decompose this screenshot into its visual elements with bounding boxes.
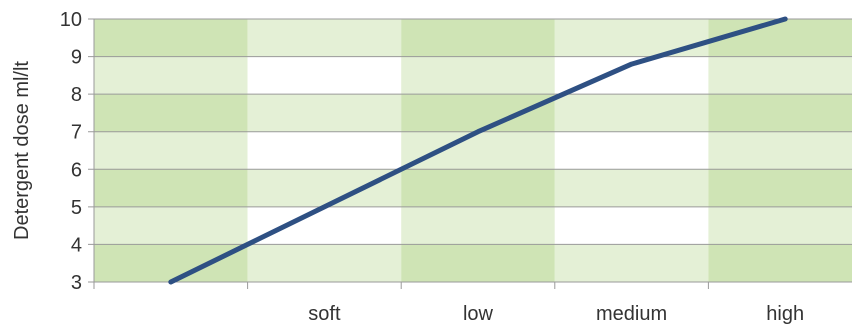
background-band	[708, 19, 852, 57]
background-band	[401, 94, 555, 132]
y-tick-label: 10	[60, 9, 82, 31]
y-tick-label: 7	[71, 122, 82, 144]
background-band	[247, 244, 402, 282]
background-band	[708, 56, 852, 95]
background-band	[708, 169, 852, 207]
background-band	[94, 131, 248, 170]
background-band	[554, 94, 709, 132]
x-axis-ticks: soft low medium high	[93, 282, 804, 325]
background-band	[401, 19, 555, 57]
background-band	[247, 94, 402, 132]
background-band	[401, 244, 555, 282]
background-band	[554, 169, 709, 207]
background-band	[247, 131, 402, 170]
background-band	[401, 131, 555, 170]
background-band	[554, 19, 709, 57]
background-band	[708, 94, 852, 132]
background-band	[554, 244, 709, 282]
y-tick-label: 6	[71, 159, 82, 181]
background-band	[554, 131, 709, 170]
background-band	[94, 19, 248, 57]
background-band	[247, 206, 402, 245]
background-band	[401, 56, 555, 95]
background-band	[247, 169, 402, 207]
y-tick-label: 4	[71, 234, 82, 256]
background-band	[94, 206, 248, 245]
gridlines	[88, 18, 852, 288]
background-band	[247, 56, 402, 95]
y-tick-label: 5	[71, 197, 82, 219]
background-band	[708, 206, 852, 245]
x-tick-label: soft	[308, 303, 341, 325]
x-tick-label: high	[766, 303, 804, 325]
background-band	[94, 169, 248, 207]
background-band	[708, 244, 852, 282]
background-bands	[94, 19, 852, 282]
y-tick-label: 8	[71, 84, 82, 106]
background-band	[94, 94, 248, 132]
background-band	[247, 19, 402, 57]
background-band	[554, 206, 709, 245]
x-tick-label: low	[463, 303, 494, 325]
background-band	[401, 206, 555, 245]
y-tick-label: 9	[71, 47, 82, 69]
y-axis-ticks: 3 4 5 6 7 8 9 10	[60, 9, 82, 294]
background-band	[94, 56, 248, 95]
y-tick-label: 3	[71, 272, 82, 294]
series-layer	[168, 16, 788, 285]
background-band	[708, 131, 852, 170]
x-tick-label: medium	[596, 303, 667, 325]
y-axis-title: Detergent dose ml/lt	[11, 61, 33, 240]
background-band	[94, 244, 248, 282]
background-band	[401, 169, 555, 207]
